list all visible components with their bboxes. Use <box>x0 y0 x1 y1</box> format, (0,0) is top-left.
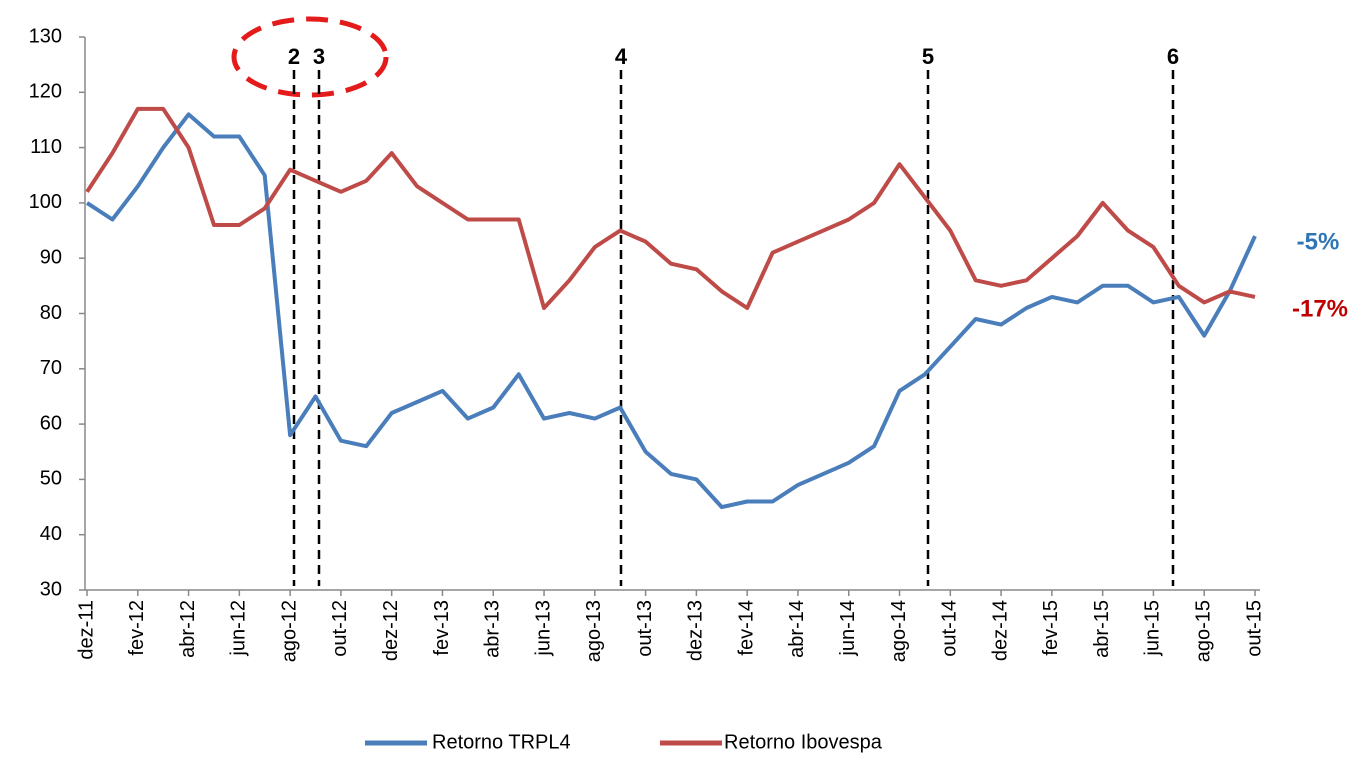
x-tick-label: ago-13 <box>583 600 605 662</box>
x-tick-label: jun-12 <box>228 600 250 657</box>
legend-label: Retorno Ibovespa <box>724 731 883 753</box>
x-tick-label: out-14 <box>939 600 961 657</box>
x-tick-label: dez-13 <box>685 600 707 661</box>
series-line <box>85 106 1256 310</box>
x-tick-label: abr-13 <box>482 600 504 658</box>
x-tick-label: abr-15 <box>1091 600 1113 658</box>
x-tick-label: fev-14 <box>735 600 757 656</box>
end-label: -17% <box>1292 295 1348 322</box>
x-tick-label: dez-12 <box>380 600 402 661</box>
x-tick-label: dez-14 <box>989 600 1011 661</box>
x-tick-label: ago-14 <box>888 600 910 662</box>
y-tick-label: 50 <box>40 468 62 490</box>
x-tick-label: fev-12 <box>126 600 148 656</box>
highlight-ellipse <box>231 16 389 98</box>
series-line <box>85 112 1257 510</box>
x-tick-label: out-15 <box>1243 600 1265 657</box>
event-label: 4 <box>615 44 628 69</box>
event-label: 5 <box>922 44 934 69</box>
x-tick-label: out-12 <box>329 600 351 657</box>
x-tick-label: ago-12 <box>278 600 300 662</box>
y-tick-label: 80 <box>40 302 62 324</box>
event-label: 6 <box>1167 44 1179 69</box>
y-tick-label: 130 <box>29 25 62 47</box>
y-tick-label: 110 <box>30 136 62 158</box>
x-tick-label: ago-15 <box>1192 600 1214 662</box>
event-label: 2 <box>288 44 300 69</box>
x-tick-label: dez-11 <box>75 600 97 660</box>
end-label: -5% <box>1297 228 1340 255</box>
y-tick-label: 40 <box>40 523 62 545</box>
event-label: 3 <box>313 44 325 69</box>
y-tick-label: 120 <box>29 81 62 103</box>
x-tick-label: out-13 <box>634 600 656 657</box>
x-tick-label: abr-12 <box>177 600 199 658</box>
x-tick-label: jun-15 <box>1142 600 1164 657</box>
y-tick-label: 70 <box>40 357 62 379</box>
x-tick-label: jun-14 <box>837 600 859 657</box>
legend-label: Retorno TRPL4 <box>432 731 571 753</box>
x-tick-label: fev-15 <box>1040 600 1062 656</box>
x-tick-label: fev-13 <box>431 600 453 656</box>
x-tick-label: jun-13 <box>532 600 554 657</box>
y-tick-label: 30 <box>40 578 62 600</box>
y-tick-label: 90 <box>40 246 62 268</box>
y-tick-label: 100 <box>29 191 62 213</box>
y-tick-label: 60 <box>40 412 62 434</box>
x-tick-label: abr-14 <box>786 600 808 658</box>
